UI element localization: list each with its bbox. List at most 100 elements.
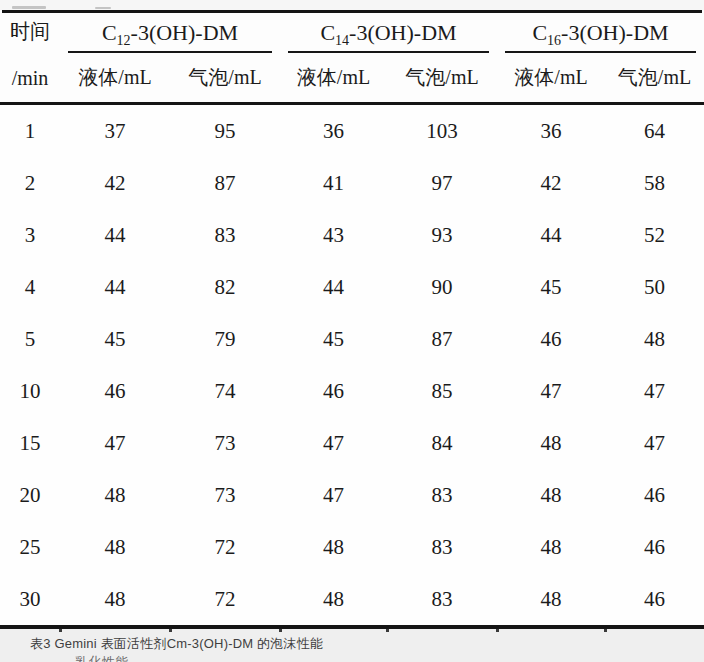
table-row: 10 46 74 46 85 47 47 bbox=[0, 365, 704, 417]
table-row: 15 47 73 47 84 48 47 bbox=[0, 417, 704, 469]
table-cell: 52 bbox=[605, 209, 704, 261]
scan-artifact-tick bbox=[496, 629, 499, 632]
table-cell: 50 bbox=[605, 261, 704, 313]
table-cell: 48 bbox=[60, 573, 170, 627]
table-cell: 45 bbox=[497, 261, 605, 313]
table-cell: 85 bbox=[387, 365, 497, 417]
table-cell: 95 bbox=[170, 104, 280, 158]
group-c16-suffix: -3(OH)-DM bbox=[561, 20, 669, 45]
time-cell: 1 bbox=[0, 104, 60, 158]
table-cell: 44 bbox=[280, 261, 387, 313]
table-cell: 48 bbox=[497, 417, 605, 469]
table-row: 4 44 82 44 90 45 50 bbox=[0, 261, 704, 313]
table-row: 1 37 95 36 103 36 64 bbox=[0, 104, 704, 158]
table-cell: 82 bbox=[170, 261, 280, 313]
group-c12-prefix: C bbox=[102, 20, 117, 45]
table-cell: 44 bbox=[497, 209, 605, 261]
subheader-c14-foam: 气泡/mL bbox=[387, 53, 497, 104]
table-cell: 73 bbox=[170, 469, 280, 521]
header-row-subcolumns: 液体/mL 气泡/mL 液体/mL 气泡/mL 液体/mL 气泡/mL bbox=[0, 53, 704, 104]
table-cell: 36 bbox=[280, 104, 387, 158]
table-cell: 74 bbox=[170, 365, 280, 417]
table-cell: 72 bbox=[170, 573, 280, 627]
time-cell: 3 bbox=[0, 209, 60, 261]
table-cell: 48 bbox=[280, 521, 387, 573]
group-c14-prefix: C bbox=[320, 20, 335, 45]
table-cell: 46 bbox=[60, 365, 170, 417]
scan-smudge bbox=[95, 7, 111, 9]
table-cell: 42 bbox=[497, 157, 605, 209]
scan-smudge bbox=[12, 6, 46, 9]
clipped-next-line: 乳化性能 bbox=[75, 654, 185, 662]
table-cell: 83 bbox=[387, 469, 497, 521]
table-cell: 48 bbox=[280, 573, 387, 627]
table-caption: 表3 Gemini 表面活性剂Cm-3(OH)-DM 的泡沫性能 bbox=[30, 635, 323, 653]
table-cell: 37 bbox=[60, 104, 170, 158]
table-cell: 47 bbox=[605, 365, 704, 417]
table-cell: 83 bbox=[387, 573, 497, 627]
table-cell: 48 bbox=[497, 573, 605, 627]
time-cell: 10 bbox=[0, 365, 60, 417]
footer: 表3 Gemini 表面活性剂Cm-3(OH)-DM 的泡沫性能 乳化性能 bbox=[0, 629, 704, 662]
subheader-c14-liquid: 液体/mL bbox=[280, 53, 387, 104]
table-cell: 46 bbox=[605, 521, 704, 573]
group-header-c16: C16-3(OH)-DM bbox=[497, 13, 704, 53]
table-cell: 36 bbox=[497, 104, 605, 158]
table-cell: 44 bbox=[60, 209, 170, 261]
scan-artifact-tick bbox=[59, 629, 62, 632]
group-c12-subscript: 12 bbox=[117, 33, 131, 48]
table-cell: 90 bbox=[387, 261, 497, 313]
group-c14-subscript: 14 bbox=[335, 33, 349, 48]
table-cell: 93 bbox=[387, 209, 497, 261]
table-row: 25 48 72 48 83 48 46 bbox=[0, 521, 704, 573]
group-c16-subscript: 16 bbox=[547, 33, 561, 48]
table-cell: 87 bbox=[170, 157, 280, 209]
time-column-header: 时间 /min bbox=[0, 13, 60, 104]
header-row-groups: 时间 /min C12-3(OH)-DM C14-3(OH)-DM C16-3(… bbox=[0, 13, 704, 53]
table-cell: 42 bbox=[60, 157, 170, 209]
table-cell: 72 bbox=[170, 521, 280, 573]
subheader-c12-foam: 气泡/mL bbox=[170, 53, 280, 104]
scan-artifact-tick bbox=[604, 629, 607, 632]
foam-performance-table: 时间 /min C12-3(OH)-DM C14-3(OH)-DM C16-3(… bbox=[0, 13, 704, 629]
scan-artifact-tick bbox=[386, 629, 389, 632]
table-cell: 48 bbox=[497, 521, 605, 573]
time-cell: 4 bbox=[0, 261, 60, 313]
table-cell: 47 bbox=[280, 469, 387, 521]
subheader-c16-foam: 气泡/mL bbox=[605, 53, 704, 104]
subheader-c12-liquid: 液体/mL bbox=[60, 53, 170, 104]
scan-artifact-tick bbox=[169, 629, 172, 632]
table-cell: 48 bbox=[605, 313, 704, 365]
table-cell: 97 bbox=[387, 157, 497, 209]
table-row: 20 48 73 47 83 48 46 bbox=[0, 469, 704, 521]
table-cell: 64 bbox=[605, 104, 704, 158]
table-cell: 45 bbox=[280, 313, 387, 365]
table-cell: 87 bbox=[387, 313, 497, 365]
group-header-c14: C14-3(OH)-DM bbox=[280, 13, 497, 53]
table-cell: 47 bbox=[280, 417, 387, 469]
group-header-c12: C12-3(OH)-DM bbox=[60, 13, 280, 53]
table-cell: 46 bbox=[605, 573, 704, 627]
table-cell: 73 bbox=[170, 417, 280, 469]
group-c16-prefix: C bbox=[532, 20, 547, 45]
table-cell: 48 bbox=[60, 521, 170, 573]
time-cell: 5 bbox=[0, 313, 60, 365]
group-c14-suffix: -3(OH)-DM bbox=[349, 20, 457, 45]
table-cell: 47 bbox=[497, 365, 605, 417]
table-row: 2 42 87 41 97 42 58 bbox=[0, 157, 704, 209]
table-cell: 83 bbox=[387, 521, 497, 573]
table-cell: 48 bbox=[497, 469, 605, 521]
table-cell: 84 bbox=[387, 417, 497, 469]
table-cell: 83 bbox=[170, 209, 280, 261]
page: 时间 /min C12-3(OH)-DM C14-3(OH)-DM C16-3(… bbox=[0, 0, 704, 662]
clipped-next-line-text: 乳化性能 bbox=[75, 654, 185, 662]
time-header-line2: /min bbox=[12, 67, 49, 90]
table-cell: 41 bbox=[280, 157, 387, 209]
table-cell: 47 bbox=[605, 417, 704, 469]
table-cell: 47 bbox=[60, 417, 170, 469]
subheader-c16-liquid: 液体/mL bbox=[497, 53, 605, 104]
table-cell: 103 bbox=[387, 104, 497, 158]
table-cell: 43 bbox=[280, 209, 387, 261]
table-row: 5 45 79 45 87 46 48 bbox=[0, 313, 704, 365]
time-header-line1: 时间 bbox=[10, 18, 50, 45]
